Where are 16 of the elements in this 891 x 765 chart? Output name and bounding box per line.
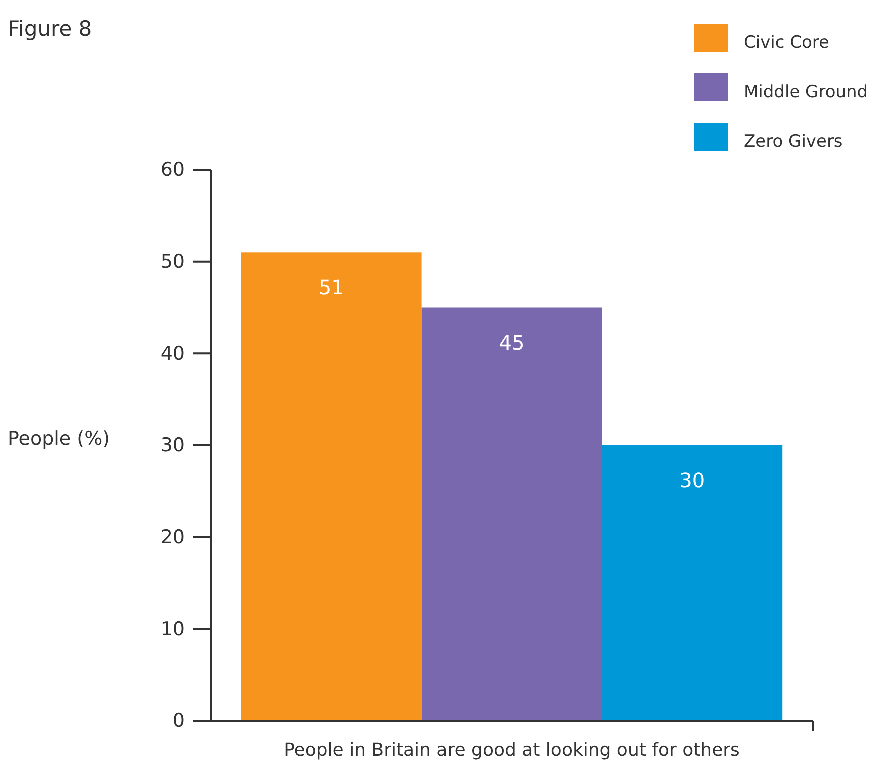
legend-label: Zero Givers (744, 132, 843, 152)
y-tick-label: 50 (160, 250, 185, 273)
legend-label: Middle Ground (744, 82, 868, 102)
data-label: 45 (499, 330, 525, 355)
data-label: 30 (680, 468, 706, 492)
y-tick-label: 60 (160, 159, 185, 182)
y-tick-label: 40 (160, 342, 185, 365)
y-axis-title: People (%) (8, 428, 110, 450)
x-tick-label: People in Britain are good at looking out for others (284, 740, 740, 761)
y-tick-label: 10 (160, 618, 185, 640)
data-label: 51 (318, 276, 344, 300)
y-tick-label: 0 (172, 710, 185, 732)
legend-label: Civic Core (744, 33, 830, 53)
chart-title: Figure 8 (8, 17, 92, 41)
y-tick-label: 30 (160, 434, 185, 457)
y-tick-label: 20 (160, 526, 185, 548)
